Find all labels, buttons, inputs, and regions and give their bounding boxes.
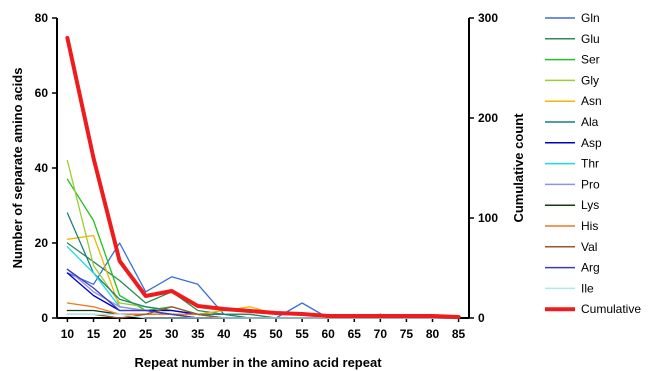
- x-tick-label: 25: [139, 327, 153, 341]
- legend-label-pro: Pro: [581, 177, 600, 191]
- legend-label-arg: Arg: [581, 261, 600, 275]
- legend-label-asn: Asn: [581, 94, 602, 108]
- x-tick-label: 80: [426, 327, 440, 341]
- legend-label-gly: Gly: [581, 73, 599, 87]
- y-left-tick-label: 60: [35, 86, 49, 100]
- series-line-ser: [66, 178, 460, 319]
- legend-label-ala: Ala: [581, 115, 599, 129]
- series-line-ala: [66, 212, 460, 319]
- x-axis-title: Repeat number in the amino acid repeat: [134, 355, 382, 370]
- legend-label-val: Val: [581, 240, 597, 254]
- x-tick-label: 35: [191, 327, 205, 341]
- series-line-gly: [66, 159, 460, 319]
- y-left-tick-label: 40: [35, 161, 49, 175]
- y-right-tick-label: 200: [478, 111, 498, 125]
- x-tick-label: 85: [452, 327, 466, 341]
- plot-area: [65, 36, 461, 319]
- axes: 0 20 40 60 80 0 100 200 300 10 15 20 25 30 35 40 45 50 55 6…: [35, 11, 499, 341]
- x-tick-label: 45: [243, 327, 257, 341]
- x-tick-label: 30: [165, 327, 179, 341]
- x-tick-label: 70: [374, 327, 388, 341]
- x-tick-label: 10: [61, 327, 75, 341]
- legend: Gln Glu Ser Gly Asn Ala Asp Thr Pro Lys His Val Arg I…: [545, 11, 641, 316]
- y-left-tick-label: 0: [41, 311, 48, 325]
- legend-label-glu: Glu: [581, 32, 600, 46]
- x-tick-label: 75: [400, 327, 414, 341]
- y-right-tick-label: 0: [478, 311, 485, 325]
- x-tick-label: 50: [269, 327, 283, 341]
- x-tick-label: 60: [322, 327, 336, 341]
- x-tick-label: 65: [348, 327, 362, 341]
- series-line-gln: [66, 242, 460, 319]
- legend-label-ile: Ile: [581, 281, 594, 295]
- y-left-tick-label: 20: [35, 236, 49, 250]
- y-axis-left-title: Number of separate amino acids: [10, 68, 25, 269]
- y-right-tick-label: 100: [478, 211, 498, 225]
- legend-label-his: His: [581, 219, 598, 233]
- series-line-cumulative: [65, 36, 461, 319]
- legend-label-thr: Thr: [581, 157, 599, 171]
- series-line-asn: [66, 234, 460, 319]
- legend-label-ser: Ser: [581, 53, 600, 67]
- legend-label-cumulative: Cumulative: [581, 302, 641, 316]
- y-right-tick-label: 300: [478, 11, 498, 25]
- y-axis-right-title: Cumulative count: [511, 113, 526, 223]
- x-tick-label: 15: [87, 327, 101, 341]
- y-left-tick-label: 80: [35, 11, 49, 25]
- x-tick-label: 20: [113, 327, 127, 341]
- x-tick-label: 40: [217, 327, 231, 341]
- x-tick-label: 55: [295, 327, 309, 341]
- legend-label-lys: Lys: [581, 198, 599, 212]
- legend-label-gln: Gln: [581, 11, 600, 25]
- legend-label-asp: Asp: [581, 136, 602, 150]
